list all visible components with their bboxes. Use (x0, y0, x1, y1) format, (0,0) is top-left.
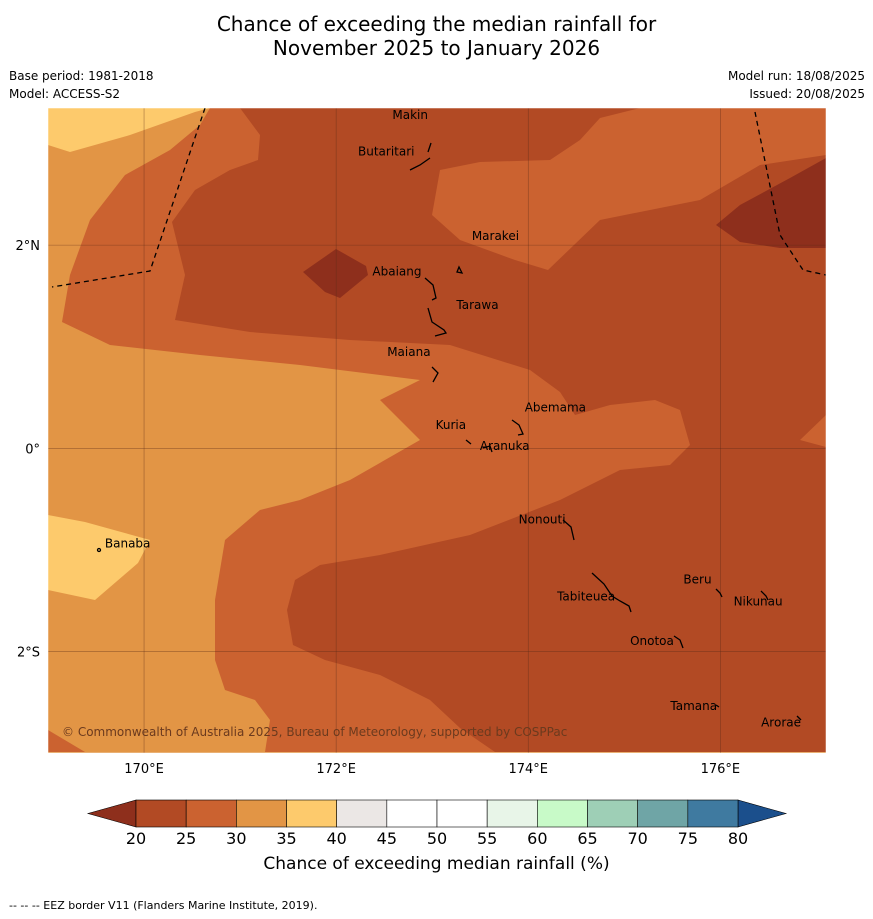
latitude-labels: 2°N 0° 2°S (16, 239, 41, 660)
lon-tick-label: 174°E (508, 762, 548, 777)
island-tamana (715, 704, 720, 708)
colorbar-tick-label: 55 (477, 829, 497, 848)
colorbar-tick-label: 40 (326, 829, 346, 848)
place-label: Makin (392, 108, 428, 122)
colorbar-segment (537, 799, 588, 828)
probability-contours: Makin Butaritari Marakei Abaiang Tarawa Maian… (48, 108, 826, 753)
eez-border-east (754, 111, 826, 276)
colorbar-segment (286, 799, 337, 828)
island-banaba (96, 547, 102, 553)
island-abemama (511, 419, 524, 436)
colorbar-segment (637, 799, 689, 828)
contour-below-20-east (716, 158, 826, 248)
colorbar-tick-label: 80 (728, 829, 748, 848)
copyright-notice: © Commonwealth of Australia 2025, Bureau… (62, 725, 567, 739)
place-label: Beru (683, 572, 711, 586)
place-label: Aranuka (480, 439, 530, 453)
island-nikunau (760, 590, 769, 601)
island-tarawa (427, 307, 448, 337)
colorbar-segment (587, 799, 638, 828)
island-onotoa (673, 635, 684, 649)
colorbar-tick-label: 30 (226, 829, 246, 848)
longitude-labels: 170°E 172°E 174°E 176°E (124, 762, 740, 777)
place-label: Butaritari (358, 145, 415, 159)
base-period: Base period: 1981-2018 (9, 69, 154, 83)
colorbar-tick-label: 35 (276, 829, 296, 848)
colorbar-under-arrow (86, 799, 137, 828)
gridlines (48, 108, 826, 753)
place-label: Nikunau (734, 594, 783, 608)
lon-tick-label: 172°E (316, 762, 356, 777)
lat-tick-label: 2°S (17, 645, 40, 660)
colorbar-tick-label: 50 (427, 829, 447, 848)
contour-25-30-southwest (48, 730, 85, 752)
colorbar-segment (185, 799, 237, 828)
colorbar-tick-label: 70 (627, 829, 647, 848)
colorbar-label: Chance of exceeding median rainfall (%) (263, 854, 610, 874)
info-left: Base period: 1981-2018 Model: ACCESS-S2 (9, 67, 154, 103)
colorbar-over-arrow (737, 799, 788, 828)
colorbar-segment (336, 799, 388, 828)
colorbar-segment (436, 799, 488, 828)
colorbar-tick-label: 75 (678, 829, 698, 848)
contour-below-20-central (303, 249, 368, 298)
colorbar-tick-label: 60 (527, 829, 547, 848)
eez-footnote: -- -- -- EEZ border V11 (Flanders Marine… (9, 899, 318, 912)
colorbar-segment (687, 799, 739, 828)
island-kuria (465, 439, 472, 445)
eez-border-west (51, 108, 206, 288)
place-label: Tamana (669, 699, 717, 713)
colorbar-tick-label: 25 (176, 829, 196, 848)
colorbar-segment (486, 799, 538, 828)
lat-tick-label: 2°N (16, 239, 41, 254)
island-arorae (796, 715, 802, 721)
island-abaiang (424, 277, 437, 301)
place-label: Tabiteuea (556, 589, 615, 603)
contour-35-40-banaba (48, 515, 150, 600)
colorbar-tick-label: 45 (377, 829, 397, 848)
issued-date: Issued: 20/08/2025 (749, 87, 865, 101)
island-outlines (96, 142, 802, 721)
island-beru (715, 588, 723, 598)
place-label: Onotoa (630, 634, 674, 648)
model-run: Model run: 18/08/2025 (727, 69, 865, 83)
place-labels: Makin Butaritari Marakei Abaiang Tarawa Maian… (105, 108, 801, 729)
place-label: Banaba (105, 537, 151, 551)
place-label: Abaiang (372, 264, 421, 278)
colorbar: 20 25 30 35 40 45 50 55 60 65 70 75 80 (86, 799, 788, 848)
lat-tick-label: 0° (25, 442, 40, 457)
colorbar-segment (386, 799, 438, 828)
place-label: Tarawa (455, 298, 498, 312)
island-nonouti (562, 519, 575, 541)
title-line-2: November 2025 to January 2026 (272, 36, 601, 60)
place-label: Kuria (436, 418, 467, 432)
island-marakei (456, 265, 464, 274)
colorbar-segment (236, 799, 287, 828)
island-makin (427, 142, 432, 153)
colorbar-tick-label: 65 (577, 829, 597, 848)
place-label: Maiana (387, 345, 430, 359)
model-name: Model: ACCESS-S2 (9, 87, 121, 101)
island-maiana (431, 366, 439, 383)
map-title: Chance of exceeding the median rainfall … (0, 12, 873, 60)
island-aranuka (482, 445, 493, 453)
place-label: Nonouti (519, 512, 566, 526)
island-tabiteuea (591, 572, 632, 613)
island-butaritari (409, 157, 431, 171)
colorbar-tick-label: 20 (126, 829, 146, 848)
title-line-1: Chance of exceeding the median rainfall … (216, 12, 657, 36)
place-label: Marakei (472, 229, 519, 243)
contour-35-40-north (48, 108, 210, 152)
lon-tick-label: 176°E (701, 762, 741, 777)
colorbar-segment (135, 799, 187, 828)
map-frame (47, 107, 827, 754)
info-right: Model run: 18/08/2025 Issued: 20/08/2025 (728, 67, 865, 103)
lon-tick-label: 170°E (124, 762, 164, 777)
place-label: Abemama (525, 401, 586, 415)
place-label: Arorae (761, 715, 801, 729)
